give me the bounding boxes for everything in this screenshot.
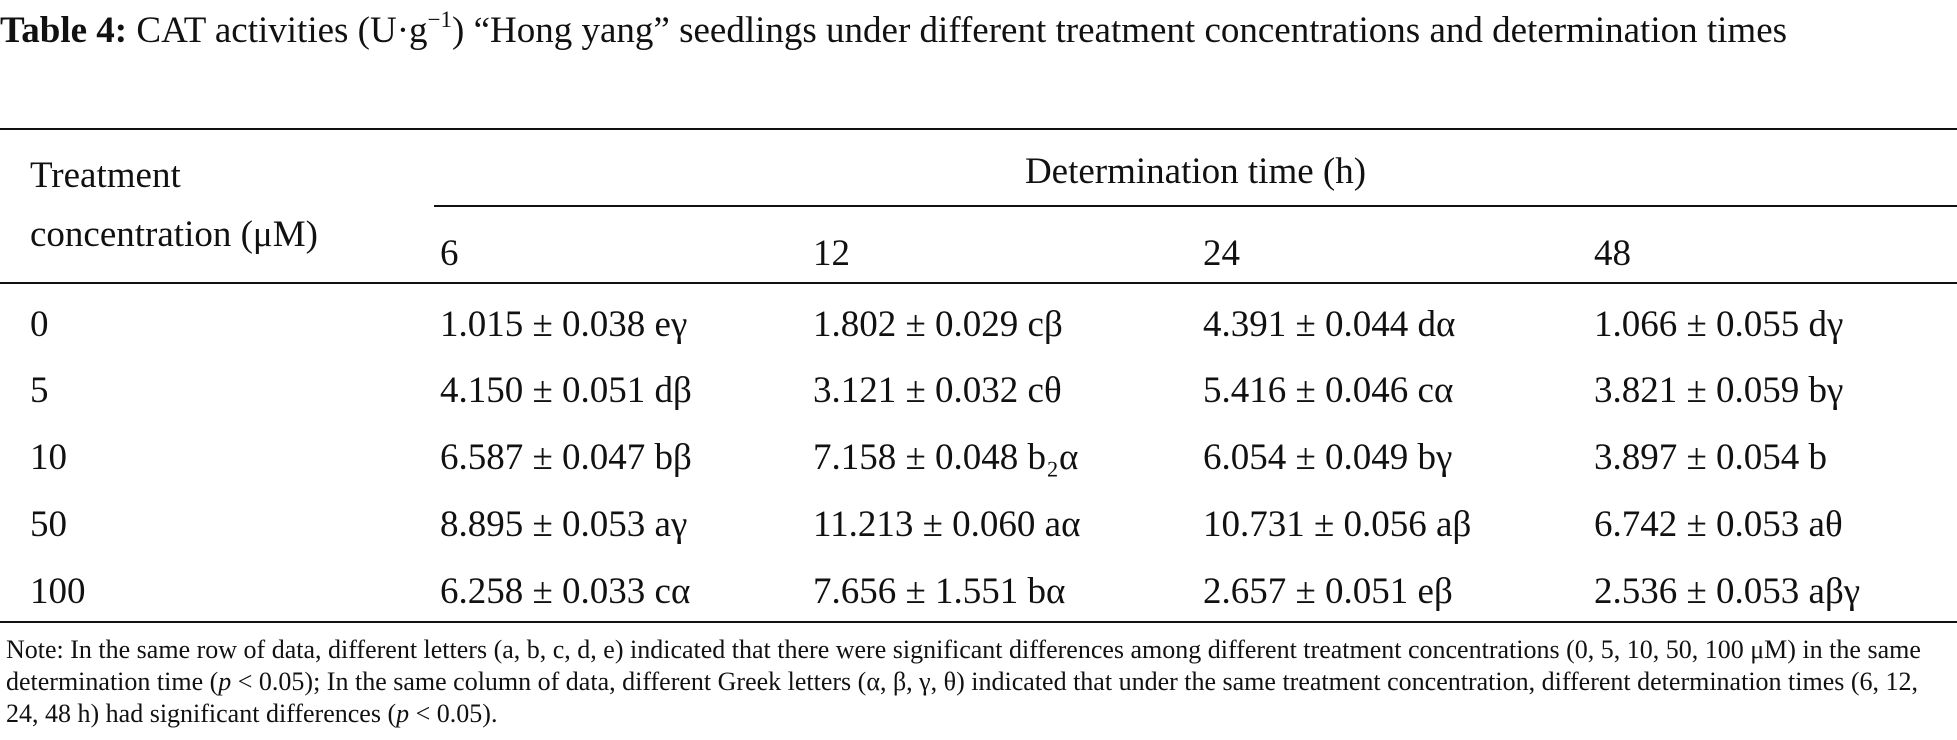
row-concentration: 5 <box>30 370 49 411</box>
table-cell: 4.391 ± 0.044 dα <box>1203 304 1456 345</box>
column-header-6h: 6 <box>440 233 459 274</box>
table-cell: 3.821 ± 0.059 bγ <box>1594 370 1844 411</box>
table-cell: 1.066 ± 0.055 dγ <box>1594 304 1844 345</box>
table-cell: 3.897 ± 0.054 b <box>1594 437 1828 478</box>
table-cell: 2.536 ± 0.053 aβγ <box>1594 571 1861 612</box>
table-label: Table 4: <box>0 10 128 51</box>
table-caption: Table 4: CAT activities (U·g−1) “Hong ya… <box>0 6 1957 56</box>
table-cell: 7.158 ± 0.048 b₂α <box>813 437 1079 478</box>
p-value-symbol: p <box>396 699 410 728</box>
table-cell: 5.416 ± 0.046 cα <box>1203 370 1454 411</box>
table-top-rule <box>0 128 1957 130</box>
table-cell: 11.213 ± 0.060 aα <box>813 504 1081 545</box>
table-cell: 1.802 ± 0.029 cβ <box>813 304 1063 345</box>
table-cell: 6.054 ± 0.049 bγ <box>1203 437 1453 478</box>
caption-text: CAT activities (U·g−1) “Hong yang” seedl… <box>136 7 1788 51</box>
caption-superscript: −1 <box>427 7 453 32</box>
row-concentration: 50 <box>30 504 67 545</box>
table-cell: 4.150 ± 0.051 dβ <box>440 370 692 411</box>
table-cell: 6.587 ± 0.047 bβ <box>440 437 692 478</box>
table-footnote: Note: In the same row of data, different… <box>6 635 1921 728</box>
p-value-symbol: p <box>218 667 232 696</box>
table-cell: 1.015 ± 0.038 eγ <box>440 304 688 345</box>
table-cell: 2.657 ± 0.051 eβ <box>1203 571 1453 612</box>
column-header-24h: 24 <box>1203 233 1240 274</box>
table-cell: 6.258 ± 0.033 cα <box>440 571 691 612</box>
header-body-rule <box>0 282 1957 284</box>
column-header-12h: 12 <box>813 233 850 274</box>
table-cell: 3.121 ± 0.032 cθ <box>813 370 1062 411</box>
row-concentration: 100 <box>30 571 86 612</box>
column-header-48h: 48 <box>1594 233 1631 274</box>
table-bottom-rule <box>0 621 1957 623</box>
table-cell: 7.656 ± 1.551 bα <box>813 571 1066 612</box>
spanning-header: Determination time (h) <box>1024 151 1367 192</box>
stub-header: Treatment concentration (μM) <box>30 155 318 255</box>
row-concentration: 10 <box>30 437 67 478</box>
spanning-header-rule <box>434 205 1957 207</box>
table-cell: 10.731 ± 0.056 aβ <box>1203 504 1472 545</box>
table-cell: 8.895 ± 0.053 aγ <box>440 504 688 545</box>
row-concentration: 0 <box>30 304 49 345</box>
table-cell: 6.742 ± 0.053 aθ <box>1594 504 1843 545</box>
